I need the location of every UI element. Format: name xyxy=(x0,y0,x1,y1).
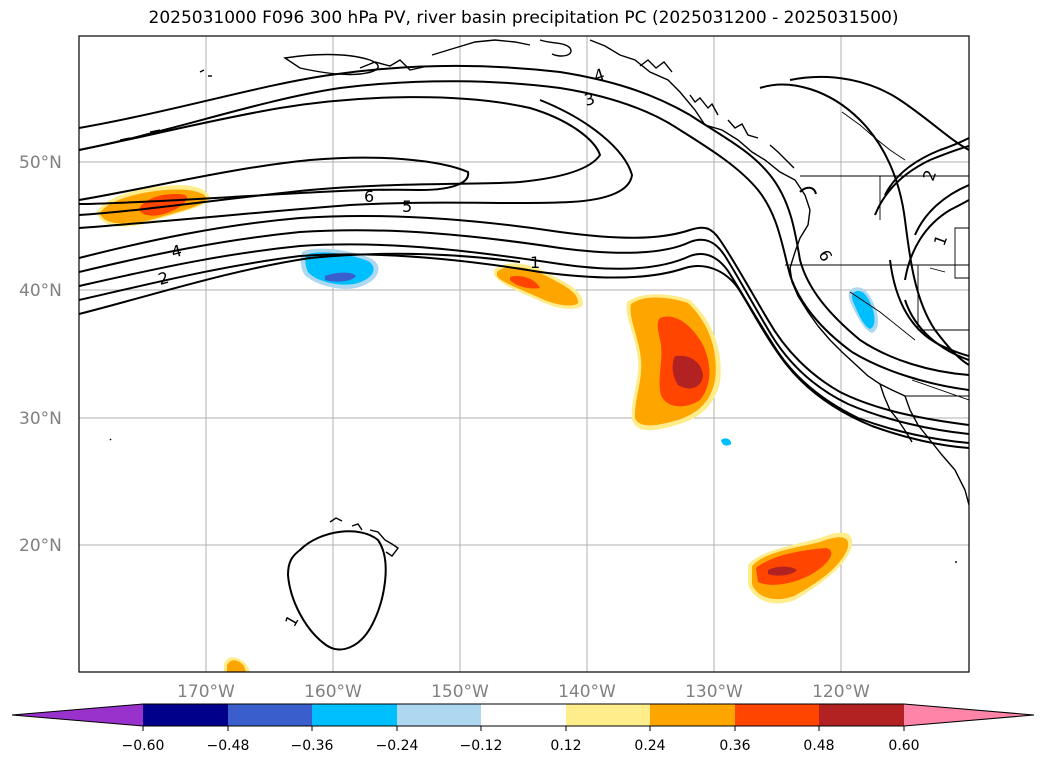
precip-shading xyxy=(97,185,878,672)
contour-label: 2 xyxy=(156,268,171,289)
colorbar-tick-label: 0.60 xyxy=(888,738,919,754)
lat-label: 20°N xyxy=(19,536,62,556)
lon-label: 140°W xyxy=(558,682,616,702)
pv-contours xyxy=(79,65,969,651)
colorbar-tick-label: 0.12 xyxy=(550,738,581,754)
colorbar-segment xyxy=(228,704,312,726)
colorbar-tick-label: −0.24 xyxy=(376,738,419,754)
contour-label: 5 xyxy=(402,197,412,216)
colorbar-segment xyxy=(904,704,1034,726)
map-title: 2025031000 F096 300 hPa PV, river basin … xyxy=(148,8,899,28)
lon-label: 170°W xyxy=(177,682,235,702)
lon-label: 130°W xyxy=(685,682,743,702)
lat-label: 40°N xyxy=(19,281,62,301)
lon-labels: 170°W 160°W 150°W 140°W 130°W 120°W xyxy=(177,682,870,702)
colorbar-tick-label: −0.48 xyxy=(207,738,250,754)
colorbar-segment xyxy=(12,704,143,726)
colorbar-segment xyxy=(735,704,819,726)
contour-label: 3 xyxy=(582,89,597,110)
colorbar-segment xyxy=(481,704,566,726)
colorbar-tick-label: 0.36 xyxy=(719,738,750,754)
colorbar-segment xyxy=(819,704,904,726)
plot-frame xyxy=(78,35,970,673)
lat-label: 30°N xyxy=(19,409,62,429)
colorbar-tick-label: 0.24 xyxy=(634,738,665,754)
colorbar-tick-label: 0.48 xyxy=(803,738,834,754)
lat-labels: 50°N 40°N 30°N 20°N xyxy=(19,153,62,556)
colorbar-tick-label: −0.12 xyxy=(460,738,503,754)
colorbar: −0.60 −0.48 −0.36 −0.24 −0.12 0.12 0.24 … xyxy=(11,703,1035,754)
colorbar-segment xyxy=(312,704,397,726)
plot-area: 4 3 6 5 4 2 1 6 2 1 1 xyxy=(79,36,969,672)
lon-label: 150°W xyxy=(431,682,489,702)
colorbar-segment xyxy=(566,704,650,726)
lon-label: 160°W xyxy=(304,682,362,702)
colorbar-segment xyxy=(397,704,481,726)
lat-label: 50°N xyxy=(19,153,62,173)
colorbar-tick-label: −0.36 xyxy=(291,738,334,754)
colorbar-segment xyxy=(143,704,228,726)
contour-label: 4 xyxy=(169,241,184,262)
contour-label: 1 xyxy=(530,253,540,272)
coastlines xyxy=(109,39,969,563)
contour-label: 6 xyxy=(364,187,374,206)
lon-label: 120°W xyxy=(812,682,870,702)
colorbar-tick-label: −0.60 xyxy=(122,738,165,754)
colorbar-segment xyxy=(650,704,735,726)
